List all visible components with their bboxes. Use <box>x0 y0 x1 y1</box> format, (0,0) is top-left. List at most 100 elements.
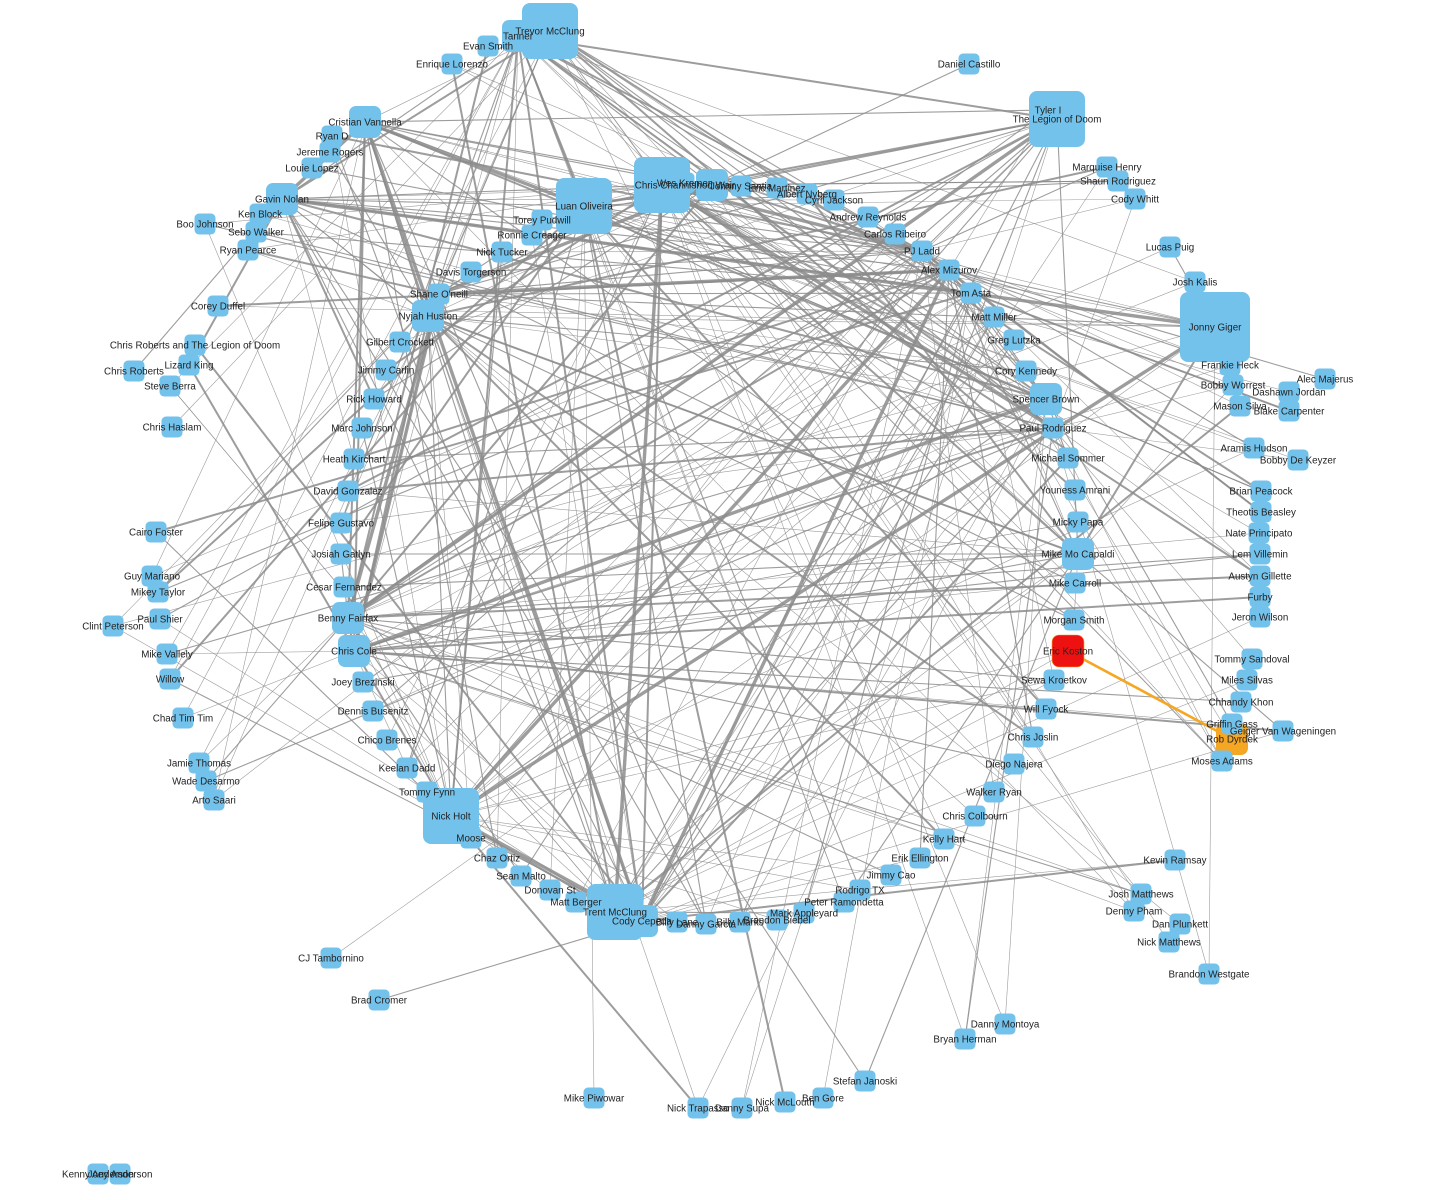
svg-text:Tommy Fynn: Tommy Fynn <box>399 787 455 798</box>
svg-text:Moose: Moose <box>456 833 486 844</box>
svg-text:Lem Villemin: Lem Villemin <box>1232 549 1288 560</box>
svg-text:Heath Kirchart: Heath Kirchart <box>323 454 386 465</box>
svg-text:Luan Oliveira: Luan Oliveira <box>555 201 613 212</box>
svg-text:Micky Papa: Micky Papa <box>1053 517 1104 528</box>
svg-text:Frankie Heck: Frankie Heck <box>1201 360 1259 371</box>
svg-text:Jamie Thomas: Jamie Thomas <box>167 758 231 769</box>
svg-text:Peter Ramondetta: Peter Ramondetta <box>804 897 884 908</box>
svg-text:Theotis Beasley: Theotis Beasley <box>1226 507 1296 518</box>
svg-text:Tommy Sandoval: Tommy Sandoval <box>1214 654 1289 665</box>
svg-text:Cody Whitt: Cody Whitt <box>1111 194 1159 205</box>
svg-text:Ronnie Creager: Ronnie Creager <box>497 230 567 241</box>
svg-text:Gavin Nolan: Gavin Nolan <box>255 194 309 205</box>
svg-text:Shane O'neill: Shane O'neill <box>410 289 468 300</box>
svg-text:Denny Pham: Denny Pham <box>1106 906 1163 917</box>
svg-text:Keelan Dadd: Keelan Dadd <box>379 763 436 774</box>
svg-text:Nick Holt: Nick Holt <box>431 811 470 822</box>
svg-text:Austyn Gillette: Austyn Gillette <box>1228 571 1292 582</box>
svg-text:Mikey Taylor: Mikey Taylor <box>131 587 186 598</box>
svg-text:Cesar Fernandez: Cesar Fernandez <box>306 582 382 593</box>
svg-text:Nick Matthews: Nick Matthews <box>1137 937 1201 948</box>
svg-text:Evan Smith: Evan Smith <box>463 41 513 52</box>
svg-text:Carlos Ribeiro: Carlos Ribeiro <box>864 229 927 240</box>
svg-text:Greg Lutzka: Greg Lutzka <box>987 335 1041 346</box>
svg-text:Torey Pudwill: Torey Pudwill <box>513 215 571 226</box>
svg-text:Mike Piwowar: Mike Piwowar <box>564 1093 625 1104</box>
svg-text:Michael Sommer: Michael Sommer <box>1031 453 1105 464</box>
svg-text:Josh Kalis: Josh Kalis <box>1173 277 1218 288</box>
svg-text:Blake Carpenter: Blake Carpenter <box>1254 406 1326 417</box>
svg-text:Donovan St: Donovan St <box>524 885 575 896</box>
svg-text:Alec Majerus: Alec Majerus <box>1297 374 1354 385</box>
svg-text:Chad Tim Tim: Chad Tim Tim <box>153 713 213 724</box>
svg-text:Felipe Gustavo: Felipe Gustavo <box>308 518 374 529</box>
svg-text:Paul Rodriguez: Paul Rodriguez <box>1020 423 1087 434</box>
svg-text:Jereme Rogers: Jereme Rogers <box>297 147 364 158</box>
svg-text:Cairo Foster: Cairo Foster <box>129 527 184 538</box>
svg-text:Chris Roberts: Chris Roberts <box>104 366 164 377</box>
svg-text:Chris Cole: Chris Cole <box>331 646 377 657</box>
svg-text:Matt Miller: Matt Miller <box>971 312 1017 323</box>
svg-text:Corey Duffel: Corey Duffel <box>191 301 245 312</box>
svg-text:Guy Mariano: Guy Mariano <box>124 571 181 582</box>
svg-text:Dashawn Jordan: Dashawn Jordan <box>1252 387 1326 398</box>
svg-text:Benny Fairfax: Benny Fairfax <box>318 613 379 624</box>
svg-text:Sean Malto: Sean Malto <box>496 871 546 882</box>
svg-text:Mark Appleyard: Mark Appleyard <box>770 908 838 919</box>
svg-text:Aramis Hudson: Aramis Hudson <box>1221 443 1288 454</box>
svg-text:Boo Johnson: Boo Johnson <box>176 219 233 230</box>
svg-text:CJ Tambornino: CJ Tambornino <box>298 953 364 964</box>
svg-text:Arto Saari: Arto Saari <box>192 795 236 806</box>
svg-text:Ryan D: Ryan D <box>316 131 349 142</box>
svg-text:Kevin Ramsay: Kevin Ramsay <box>1143 855 1206 866</box>
svg-text:Erik Ellington: Erik Ellington <box>891 853 948 864</box>
svg-text:David Gonzalez: David Gonzalez <box>313 486 382 497</box>
svg-text:Enrique Lorenzo: Enrique Lorenzo <box>416 59 488 70</box>
svg-text:Moses Adams: Moses Adams <box>1191 756 1253 767</box>
svg-text:Louie Lopez: Louie Lopez <box>285 163 338 174</box>
svg-text:Rick Howard: Rick Howard <box>346 394 402 405</box>
svg-text:Chris Joslin: Chris Joslin <box>1008 732 1059 743</box>
svg-text:Chris Haslam: Chris Haslam <box>143 422 202 433</box>
svg-text:Davis Torgerson: Davis Torgerson <box>436 267 507 278</box>
svg-text:Ken Block: Ken Block <box>238 209 282 220</box>
svg-text:Paul Shier: Paul Shier <box>137 614 183 625</box>
svg-text:Alex Mizurov: Alex Mizurov <box>921 265 977 276</box>
svg-text:Miles Silvas: Miles Silvas <box>1221 675 1273 686</box>
svg-text:Marquise Henry: Marquise Henry <box>1072 162 1141 173</box>
svg-text:Gilbert Crockett: Gilbert Crockett <box>366 337 434 348</box>
svg-text:Brad Cromer: Brad Cromer <box>351 995 408 1006</box>
svg-text:Joey Brezinski: Joey Brezinski <box>331 677 394 688</box>
svg-text:The Legion of Doom: The Legion of Doom <box>1013 114 1102 125</box>
svg-text:Danny Montoya: Danny Montoya <box>971 1019 1040 1030</box>
svg-text:Nick Tucker: Nick Tucker <box>476 247 528 258</box>
svg-text:Stefan Janoski: Stefan Janoski <box>833 1076 897 1087</box>
svg-text:Jeron Wilson: Jeron Wilson <box>1232 612 1289 623</box>
svg-text:Mike Vallely: Mike Vallely <box>141 649 193 660</box>
svg-text:Chris Colbourn: Chris Colbourn <box>942 811 1007 822</box>
svg-text:Chico Brenes: Chico Brenes <box>358 735 417 746</box>
svg-text:Jimmy Carlin: Jimmy Carlin <box>358 365 415 376</box>
svg-text:Albert Nyberg: Albert Nyberg <box>777 189 837 200</box>
svg-text:Chaz Ortiz: Chaz Ortiz <box>474 853 520 864</box>
svg-text:Spencer Brown: Spencer Brown <box>1013 394 1080 405</box>
svg-text:Jimmy Cao: Jimmy Cao <box>867 870 917 881</box>
svg-text:Will Fyock: Will Fyock <box>1024 704 1069 715</box>
svg-text:Cory Kennedy: Cory Kennedy <box>995 366 1057 377</box>
svg-text:Lucas Puig: Lucas Puig <box>1146 242 1194 253</box>
svg-text:Morgan Smith: Morgan Smith <box>1044 615 1105 626</box>
svg-text:Sewa Kroetkov: Sewa Kroetkov <box>1021 675 1087 686</box>
svg-text:Dan Plunkett: Dan Plunkett <box>1152 919 1208 930</box>
svg-text:Bryan Herman: Bryan Herman <box>933 1034 996 1045</box>
svg-text:Diego Najera: Diego Najera <box>985 759 1043 770</box>
svg-text:Wade Desarmo: Wade Desarmo <box>172 776 240 787</box>
svg-text:PJ Ladd: PJ Ladd <box>904 246 940 257</box>
svg-text:Josh Matthews: Josh Matthews <box>1108 889 1173 900</box>
svg-text:Sebo Walker: Sebo Walker <box>228 227 284 238</box>
svg-text:Cristian Vannella: Cristian Vannella <box>328 117 402 128</box>
svg-text:Joey Anderson: Joey Anderson <box>88 1169 153 1180</box>
svg-text:Furby: Furby <box>1247 592 1272 603</box>
svg-text:Jonny Giger: Jonny Giger <box>1189 322 1243 333</box>
svg-text:Josiah Gatlyn: Josiah Gatlyn <box>311 549 370 560</box>
svg-text:Kelly Hart: Kelly Hart <box>923 834 966 845</box>
